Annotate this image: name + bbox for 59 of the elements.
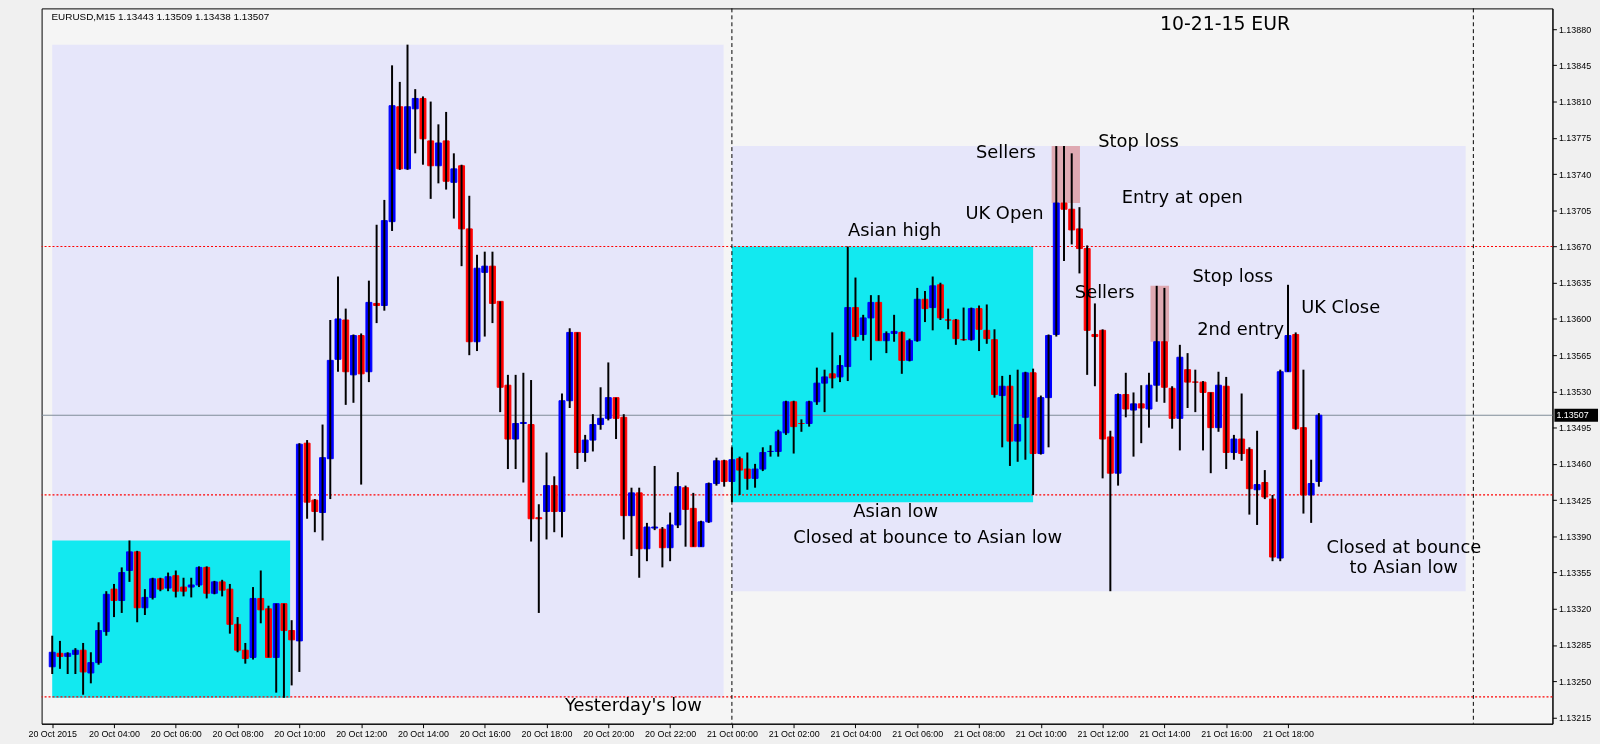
- annotation: Stop loss: [1192, 264, 1274, 286]
- y-tick-label: 1.13635: [1558, 278, 1592, 289]
- x-tick-label: 21 Oct 08:00: [954, 729, 1006, 740]
- y-tick-label: 1.13880: [1558, 24, 1592, 35]
- y-tick-label: 1.13390: [1558, 531, 1592, 542]
- x-tick-label: 20 Oct 12:00: [336, 729, 388, 740]
- y-tick-label: 1.13705: [1558, 205, 1592, 216]
- x-tick-label: 20 Oct 10:00: [274, 729, 326, 740]
- x-tick-label: 20 Oct 16:00: [459, 729, 511, 740]
- y-tick-label: 1.13320: [1558, 604, 1592, 615]
- x-tick-label: 20 Oct 04:00: [89, 729, 141, 740]
- x-tick-label: 20 Oct 2015: [28, 729, 78, 740]
- x-tick-label: 21 Oct 06:00: [892, 729, 944, 740]
- y-tick-label: 1.13495: [1558, 423, 1592, 434]
- x-tick-label: 21 Oct 14:00: [1139, 729, 1191, 740]
- ref-line-label: 1.13507: [1556, 410, 1589, 421]
- annotation: Yesterday's low: [563, 693, 702, 715]
- x-tick-label: 20 Oct 06:00: [150, 729, 202, 740]
- y-tick-label: 1.13355: [1558, 568, 1592, 579]
- x-tick-label: 21 Oct 12:00: [1077, 729, 1129, 740]
- candlestick: [110, 582, 118, 619]
- annotation: UK Close: [1301, 296, 1381, 318]
- x-tick-label: 21 Oct 16:00: [1201, 729, 1253, 740]
- annotation: Asian high: [848, 219, 942, 241]
- annotation: Closed at bounce to Asian low: [1326, 536, 1482, 577]
- y-tick-label: 1.13670: [1558, 241, 1592, 252]
- y-tick-label: 1.13530: [1558, 386, 1592, 397]
- x-tick-label: 20 Oct 20:00: [583, 729, 635, 740]
- y-tick-label: 1.13460: [1558, 459, 1592, 470]
- annotation: Asian low: [853, 499, 939, 521]
- x-tick-label: 21 Oct 10:00: [1015, 729, 1067, 740]
- y-tick-label: 1.13810: [1558, 97, 1592, 108]
- y-tick-label: 1.13215: [1558, 712, 1592, 723]
- y-tick-label: 1.13250: [1558, 676, 1592, 687]
- chart-title: EURUSD,M15 1.13443 1.13509 1.13438 1.13507: [51, 11, 270, 23]
- x-tick-label: 21 Oct 04:00: [830, 729, 882, 740]
- x-tick-label: 21 Oct 02:00: [768, 729, 820, 740]
- x-tick-label: 20 Oct 22:00: [645, 729, 697, 740]
- annotation: 10-21-15 EUR: [1159, 13, 1291, 35]
- annotation: Entry at open: [1121, 185, 1243, 207]
- y-tick-label: 1.13600: [1558, 314, 1592, 325]
- annotation: Closed at bounce to Asian low: [793, 526, 1063, 548]
- candlestick: [1230, 433, 1238, 461]
- band-label: Sellers: [976, 140, 1036, 162]
- x-tick-label: 20 Oct 08:00: [212, 729, 264, 740]
- y-tick-label: 1.13845: [1558, 60, 1592, 71]
- y-tick-label: 1.13565: [1558, 350, 1592, 361]
- annotation: Stop loss: [1098, 129, 1179, 151]
- y-tick-label: 1.13425: [1558, 495, 1592, 506]
- y-tick-label: 1.13285: [1558, 640, 1592, 651]
- y-tick-label: 1.13740: [1558, 169, 1592, 180]
- annotation: 2nd entry: [1197, 318, 1285, 339]
- annotation: UK Open: [965, 201, 1044, 223]
- x-tick-label: 21 Oct 18:00: [1262, 729, 1315, 740]
- x-tick-label: 20 Oct 18:00: [521, 729, 573, 740]
- x-tick-label: 21 Oct 00:00: [706, 729, 758, 740]
- x-tick-label: 20 Oct 14:00: [397, 729, 449, 740]
- y-tick-label: 1.13775: [1558, 133, 1592, 144]
- candlestick: [164, 571, 172, 593]
